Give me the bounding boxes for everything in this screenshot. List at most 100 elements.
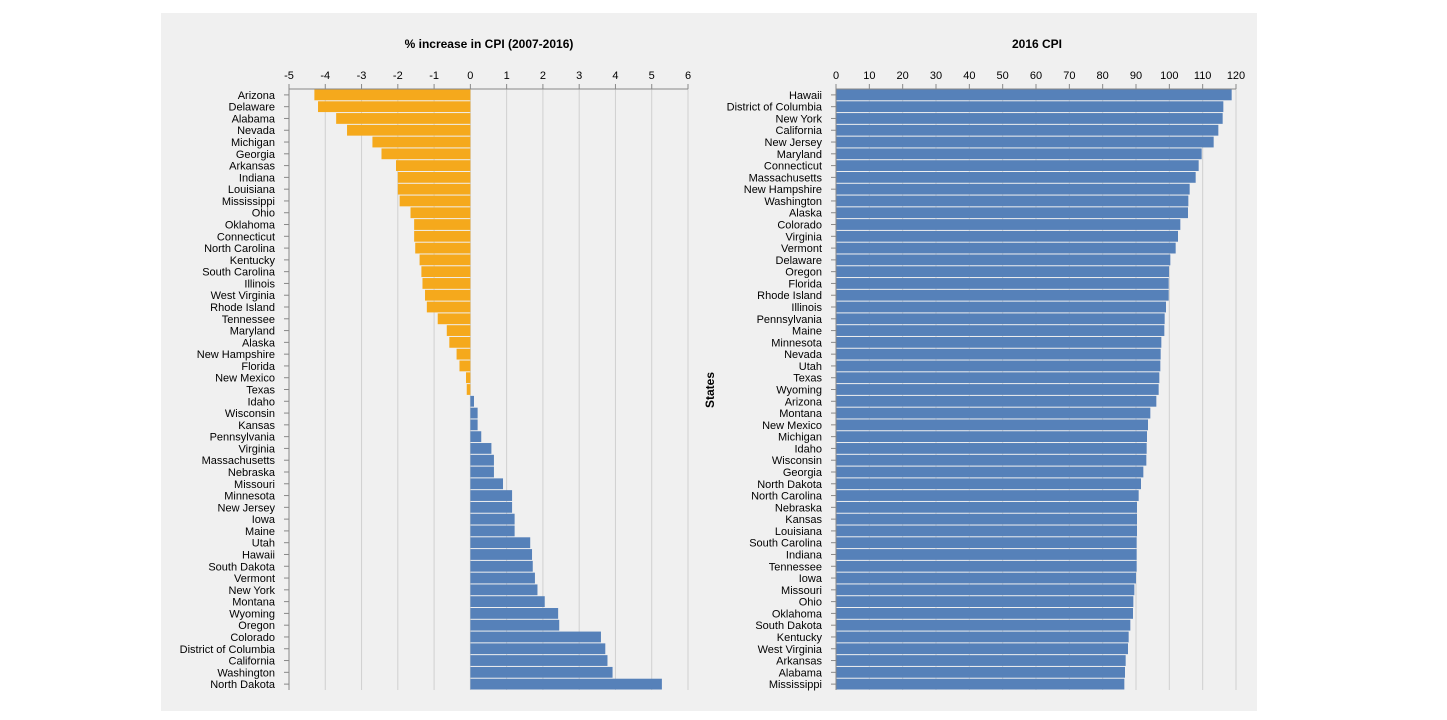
right-category-label: Tennessee: [769, 561, 822, 573]
right-category-label: Illinois: [791, 302, 822, 314]
left-category-label: Alaska: [242, 337, 276, 349]
left-bar: [470, 643, 606, 655]
left-bar: [414, 230, 471, 242]
left-bar: [466, 372, 471, 384]
left-bar: [470, 395, 474, 407]
right-bar: [836, 678, 1125, 690]
left-bar: [470, 525, 515, 537]
right-category-label: Iowa: [799, 573, 823, 585]
left-category-label: New Jersey: [218, 502, 276, 514]
left-chart-title: % increase in CPI (2007-2016): [405, 37, 574, 51]
left-bar: [437, 313, 471, 325]
right-category-label: Utah: [799, 361, 822, 373]
left-category-label: Virginia: [239, 443, 276, 455]
right-category-label: Maine: [792, 326, 822, 338]
right-category-label: Minnesota: [771, 337, 823, 349]
right-category-label: District of Columbia: [727, 102, 823, 114]
left-bar: [419, 254, 471, 266]
right-bar: [836, 395, 1157, 407]
left-x-tick-label: 2: [540, 70, 546, 82]
right-x-tick-label: 120: [1227, 70, 1245, 82]
right-bar: [836, 655, 1126, 666]
right-bar: [836, 278, 1169, 289]
left-bar: [399, 195, 471, 207]
left-bar: [466, 384, 471, 395]
left-category-label: Ohio: [252, 208, 275, 220]
left-bar: [336, 113, 471, 124]
right-bar: [836, 89, 1232, 101]
left-category-label: Pennsylvania: [210, 432, 276, 444]
right-bar: [836, 478, 1141, 490]
right-category-label: Kansas: [785, 514, 822, 526]
left-category-label: New Mexico: [215, 373, 275, 385]
right-y-axis-label: States: [703, 372, 717, 408]
left-category-label: West Virginia: [211, 290, 276, 302]
right-x-tick-label: 100: [1160, 70, 1178, 82]
right-category-label: California: [776, 125, 823, 137]
left-bar: [470, 407, 478, 419]
left-category-label: Florida: [241, 361, 276, 373]
left-category-label: Minnesota: [224, 491, 276, 503]
left-bar: [347, 124, 471, 136]
left-bar: [410, 207, 471, 219]
left-bar: [470, 631, 601, 643]
right-bar: [836, 466, 1144, 478]
left-category-label: New Hampshire: [197, 349, 275, 361]
left-bar: [470, 619, 560, 631]
left-category-label: South Carolina: [202, 267, 276, 279]
right-category-label: Washington: [764, 196, 822, 208]
right-bar: [836, 372, 1160, 384]
left-category-label: Michigan: [231, 137, 275, 149]
left-category-label: Hawaii: [242, 549, 275, 561]
right-x-tick-label: 90: [1130, 70, 1142, 82]
right-bar: [836, 195, 1189, 207]
right-bar: [836, 384, 1159, 395]
right-bar: [836, 407, 1151, 419]
left-bar: [470, 678, 662, 690]
left-bar: [470, 478, 504, 490]
right-category-label: Oregon: [785, 267, 822, 279]
right-x-tick-label: 50: [997, 70, 1009, 82]
right-x-tick-label: 10: [863, 70, 875, 82]
right-bar: [836, 537, 1137, 549]
right-bar: [836, 360, 1161, 372]
left-category-label: Mississippi: [222, 196, 275, 208]
left-category-label: District of Columbia: [180, 644, 276, 656]
right-bar: [836, 572, 1136, 584]
right-bar: [836, 183, 1190, 195]
right-x-tick-label: 80: [1097, 70, 1109, 82]
right-category-label: North Carolina: [751, 491, 823, 503]
right-bar: [836, 148, 1202, 160]
right-category-label: Arizona: [785, 396, 823, 408]
right-bar: [836, 631, 1129, 643]
left-bar: [470, 419, 478, 431]
right-category-label: Louisiana: [775, 526, 823, 538]
right-bar: [836, 525, 1137, 537]
right-category-label: South Carolina: [749, 538, 823, 550]
left-category-label: New York: [229, 585, 276, 597]
right-category-label: Hawaii: [789, 90, 822, 102]
right-category-label: Georgia: [783, 467, 823, 479]
left-category-label: Missouri: [234, 479, 275, 491]
right-bar: [836, 490, 1139, 501]
right-x-tick-label: 20: [897, 70, 909, 82]
left-category-label: South Dakota: [208, 561, 276, 573]
right-x-tick-label: 110: [1194, 70, 1212, 82]
left-category-label: North Carolina: [204, 243, 276, 255]
left-category-label: Delaware: [229, 102, 275, 114]
left-bar: [396, 160, 471, 171]
left-category-label: Maryland: [230, 326, 275, 338]
right-bar: [836, 207, 1188, 219]
left-bar: [422, 278, 471, 289]
right-x-tick-label: 0: [833, 70, 839, 82]
left-category-label: Arizona: [238, 90, 276, 102]
right-category-label: Delaware: [776, 255, 822, 267]
left-bar: [470, 572, 535, 584]
right-bar: [836, 254, 1171, 266]
right-category-label: Nebraska: [775, 502, 823, 514]
right-bar: [836, 160, 1199, 171]
left-bar: [470, 596, 545, 608]
left-x-tick-label: 6: [685, 70, 691, 82]
left-x-tick-label: 4: [612, 70, 618, 82]
right-bar: [836, 419, 1148, 431]
